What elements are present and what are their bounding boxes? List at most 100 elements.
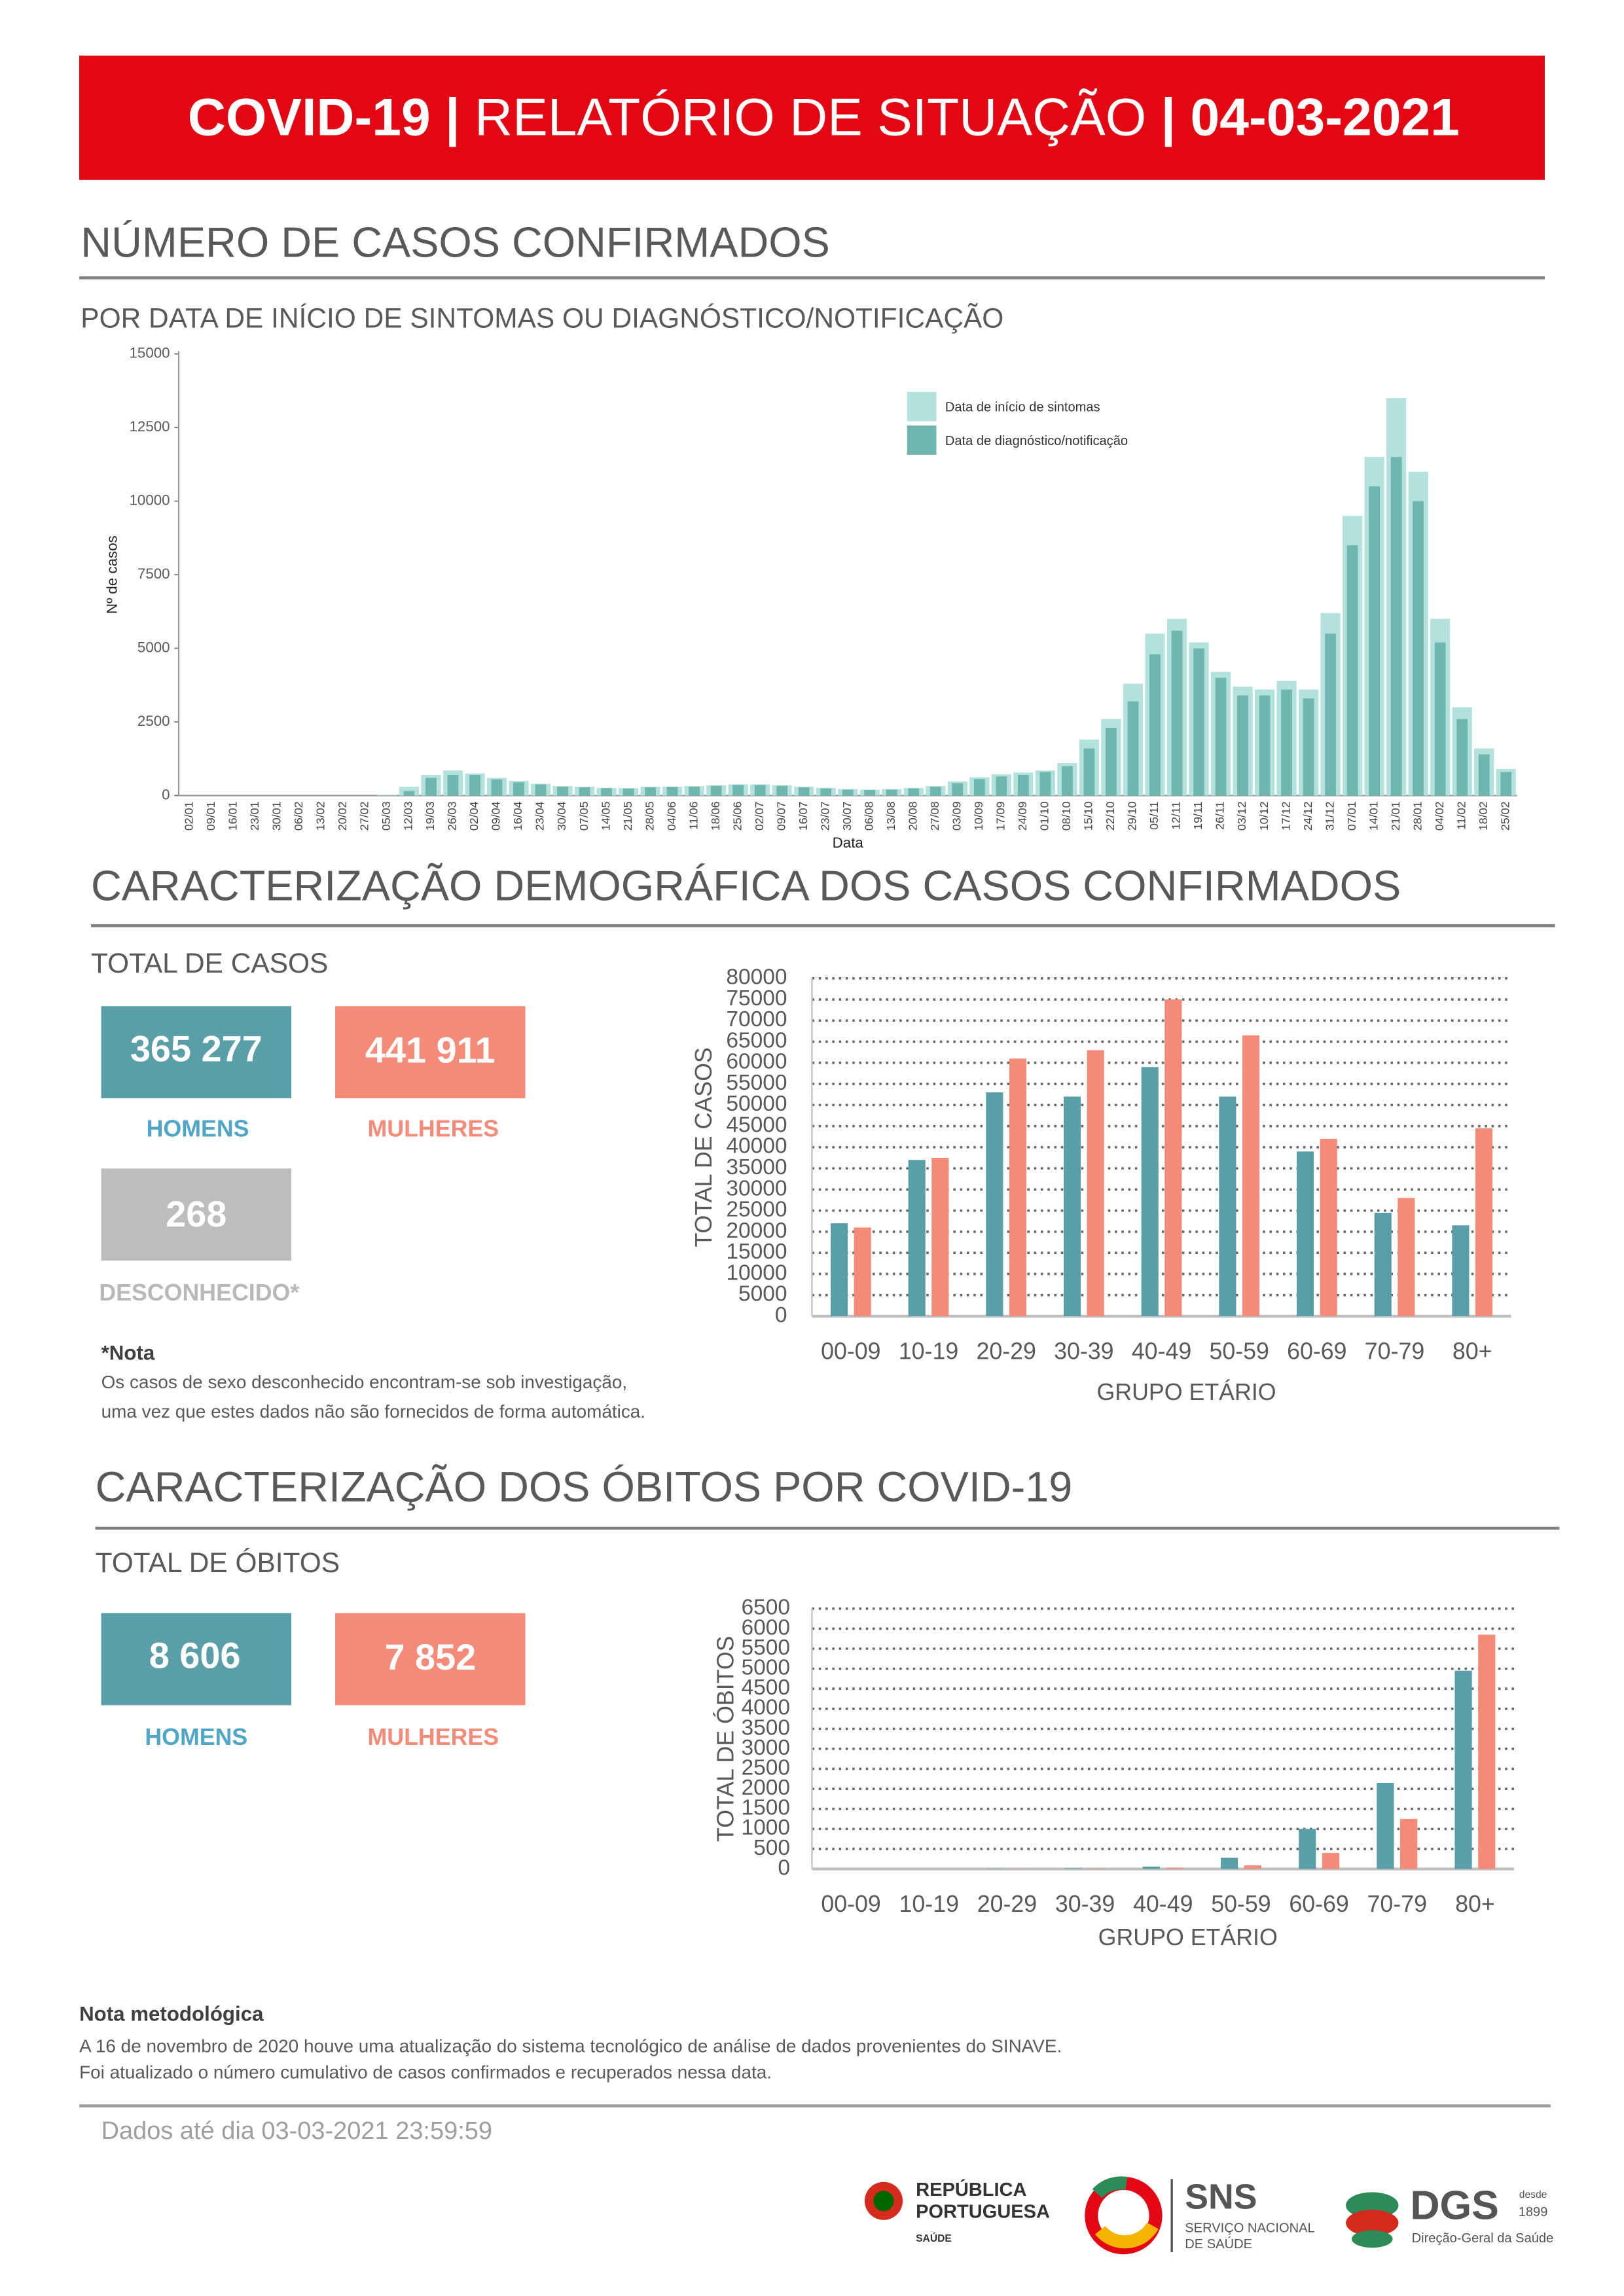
methodology-title: Nota metodológica	[79, 2002, 264, 2025]
y-tick-label: 500	[753, 1836, 790, 1860]
y-tick-label: 80000	[726, 965, 787, 990]
x-tick-label: 17/12	[1279, 801, 1292, 831]
x-tick-label: 09/04	[490, 801, 503, 831]
title-part: RELATÓRIO DE SITUAÇÃO	[475, 88, 1146, 147]
bar	[469, 775, 480, 796]
x-tick-label: 70-79	[1365, 1338, 1424, 1364]
bar	[645, 787, 656, 796]
bar	[491, 779, 503, 796]
logo-text: SAÚDE	[916, 2232, 952, 2244]
bar	[623, 788, 634, 796]
x-axis-label: GRUPO ETÁRIO	[1098, 1924, 1278, 1950]
x-tick-label: 10/12	[1257, 801, 1271, 831]
x-tick-label: 80+	[1455, 1891, 1495, 1917]
bar	[929, 787, 941, 796]
x-tick-label: 19/03	[424, 801, 437, 831]
x-tick-label: 03/12	[1235, 801, 1248, 831]
bar	[1166, 1867, 1183, 1869]
bar	[1299, 1829, 1316, 1869]
section-heading: NÚMERO DE CASOS CONFIRMADOS	[81, 218, 830, 266]
bar	[513, 782, 524, 796]
x-tick-label: 50-59	[1209, 1338, 1269, 1364]
bar	[710, 785, 722, 796]
bar	[1346, 545, 1358, 796]
unknown-label: DESCONHECIDO*	[99, 1280, 299, 1306]
legend-swatch	[907, 425, 937, 455]
bar	[689, 787, 700, 796]
x-tick-label: 31/12	[1323, 801, 1336, 831]
total-label: TOTAL DE ÓBITOS	[96, 1547, 340, 1578]
bar	[1478, 754, 1490, 796]
y-tick-label: 4000	[741, 1696, 790, 1720]
bar	[1220, 1857, 1238, 1869]
y-tick-label: 40000	[726, 1134, 787, 1158]
bar	[1325, 634, 1336, 796]
y-axis-label: Nº de casos	[103, 535, 120, 614]
x-tick-label: 20-29	[976, 1338, 1036, 1364]
y-tick-label: 2500	[741, 1755, 790, 1780]
bar	[1500, 772, 1512, 796]
bar	[579, 787, 590, 796]
y-tick-label: 7500	[137, 565, 170, 582]
x-tick-label: 11/06	[687, 801, 700, 829]
bar	[1452, 1225, 1470, 1316]
y-tick-label: 15000	[130, 345, 170, 361]
logo-text: REPÚBLICA	[916, 2178, 1026, 2200]
y-tick-label: 10000	[130, 492, 170, 509]
x-tick-label: 27/02	[358, 801, 371, 831]
x-tick-label: 23/01	[248, 801, 261, 831]
methodology-line: Foi atualizado o número cumulativo de ca…	[79, 2062, 772, 2083]
x-tick-label: 11/02	[1454, 801, 1468, 829]
y-tick-label: 50000	[726, 1092, 787, 1116]
men-label: HOMENS	[147, 1116, 249, 1142]
logo-shape	[1351, 2230, 1393, 2248]
men-total: 8 606	[149, 1635, 241, 1676]
note-line: uma vez que estes dados não são fornecid…	[101, 1401, 645, 1422]
bar	[820, 788, 832, 796]
x-tick-label: 27/08	[928, 801, 941, 831]
x-tick-label: 26/11	[1214, 801, 1227, 829]
bar	[557, 787, 568, 796]
x-tick-label: 13/08	[884, 801, 897, 831]
bar	[798, 787, 810, 796]
y-tick-label: 1000	[741, 1816, 790, 1840]
bar	[1009, 1058, 1027, 1316]
x-tick-label: 04/06	[665, 801, 678, 831]
y-axis-label: TOTAL DE CASOS	[691, 1047, 717, 1247]
header-banner	[79, 55, 1545, 180]
x-tick-label: 60-69	[1289, 1891, 1348, 1917]
bar	[732, 785, 744, 796]
bar	[1259, 695, 1271, 796]
logo-shape	[873, 2191, 894, 2212]
section-heading: CARACTERIZAÇÃO DEMOGRÁFICA DOS CASOS CON…	[91, 862, 1401, 910]
x-tick-label: 24/09	[1016, 801, 1029, 831]
x-tick-label: 30/04	[555, 801, 568, 831]
chart: 0500010000150002000025000300003500040000…	[691, 965, 1511, 1405]
bar	[1398, 1198, 1415, 1316]
y-tick-label: 5000	[137, 639, 170, 655]
men-label: HOMENS	[145, 1724, 247, 1750]
y-tick-label: 15000	[726, 1240, 787, 1264]
x-tick-label: 16/07	[797, 801, 810, 831]
title-part: COVID-19	[188, 88, 431, 147]
men-total: 365 277	[130, 1028, 262, 1069]
women-box	[335, 1006, 526, 1099]
bar	[830, 1223, 848, 1316]
bar	[403, 791, 415, 796]
bar	[1434, 642, 1446, 796]
x-tick-label: 30/01	[270, 801, 283, 831]
bar	[973, 779, 985, 796]
bar	[1390, 457, 1402, 796]
bar	[1237, 695, 1248, 796]
x-tick-label: 09/01	[204, 801, 217, 831]
y-tick-label: 25000	[726, 1198, 787, 1222]
bar	[908, 1160, 926, 1316]
bar	[1400, 1819, 1418, 1869]
x-tick-label: 09/07	[774, 801, 787, 831]
y-tick-label: 1500	[741, 1796, 790, 1820]
x-tick-label: 28/05	[643, 801, 656, 831]
bar	[1164, 999, 1182, 1316]
y-tick-label: 65000	[726, 1028, 787, 1052]
legend-swatch	[907, 391, 937, 422]
x-tick-label: 05/11	[1147, 801, 1161, 829]
